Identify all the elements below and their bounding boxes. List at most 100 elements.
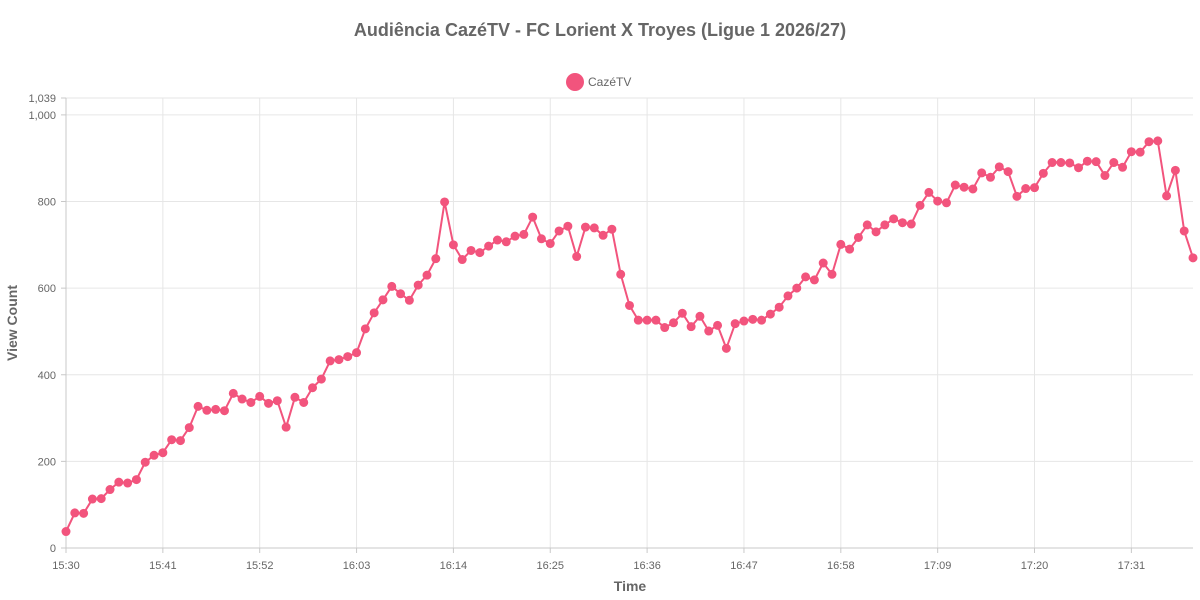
- data-point[interactable]: [801, 272, 811, 282]
- data-point[interactable]: [924, 187, 934, 197]
- data-point[interactable]: [369, 308, 379, 318]
- data-point[interactable]: [308, 383, 318, 393]
- data-point[interactable]: [396, 289, 406, 299]
- data-point[interactable]: [713, 320, 723, 330]
- data-point[interactable]: [272, 396, 282, 406]
- data-point[interactable]: [897, 218, 907, 228]
- data-point[interactable]: [167, 435, 177, 445]
- data-point[interactable]: [211, 404, 221, 414]
- data-point[interactable]: [457, 255, 467, 265]
- data-point[interactable]: [765, 309, 775, 319]
- data-point[interactable]: [536, 234, 546, 244]
- data-point[interactable]: [818, 258, 828, 268]
- data-point[interactable]: [466, 245, 476, 255]
- data-point[interactable]: [202, 405, 212, 415]
- data-point[interactable]: [660, 323, 670, 333]
- data-point[interactable]: [853, 232, 863, 242]
- data-point[interactable]: [1003, 167, 1013, 177]
- data-point[interactable]: [686, 322, 696, 332]
- data-point[interactable]: [123, 478, 133, 488]
- data-point[interactable]: [730, 319, 740, 329]
- data-point[interactable]: [1118, 162, 1128, 172]
- data-point[interactable]: [554, 226, 564, 236]
- data-point[interactable]: [1100, 171, 1110, 181]
- data-point[interactable]: [721, 343, 731, 353]
- data-point[interactable]: [941, 198, 951, 208]
- data-point[interactable]: [783, 291, 793, 301]
- data-point[interactable]: [219, 406, 229, 416]
- data-point[interactable]: [1179, 226, 1189, 236]
- data-point[interactable]: [149, 450, 159, 460]
- data-point[interactable]: [61, 527, 71, 537]
- legend-label-cazetv[interactable]: CazéTV: [588, 75, 631, 89]
- data-point[interactable]: [677, 308, 687, 318]
- data-point[interactable]: [175, 436, 185, 446]
- data-point[interactable]: [1144, 137, 1154, 147]
- data-point[interactable]: [193, 401, 203, 411]
- data-point[interactable]: [1153, 136, 1163, 146]
- data-point[interactable]: [519, 229, 529, 239]
- data-point[interactable]: [1109, 158, 1119, 168]
- data-point[interactable]: [827, 269, 837, 279]
- data-point[interactable]: [1162, 191, 1172, 201]
- data-point[interactable]: [633, 315, 643, 325]
- data-point[interactable]: [1135, 147, 1145, 157]
- data-point[interactable]: [237, 394, 247, 404]
- data-point[interactable]: [845, 244, 855, 254]
- data-point[interactable]: [343, 352, 353, 362]
- data-point[interactable]: [862, 220, 872, 230]
- data-point[interactable]: [475, 248, 485, 258]
- data-point[interactable]: [545, 239, 555, 249]
- data-point[interactable]: [316, 374, 326, 384]
- data-point[interactable]: [950, 180, 960, 190]
- data-point[interactable]: [739, 316, 749, 326]
- legend-marker-cazetv[interactable]: [566, 73, 584, 91]
- data-point[interactable]: [977, 168, 987, 178]
- data-point[interactable]: [1012, 191, 1022, 201]
- data-point[interactable]: [158, 448, 168, 458]
- data-point[interactable]: [563, 221, 573, 231]
- data-point[interactable]: [589, 223, 599, 233]
- data-point[interactable]: [140, 457, 150, 467]
- data-point[interactable]: [642, 315, 652, 325]
- data-point[interactable]: [985, 172, 995, 182]
- data-point[interactable]: [959, 182, 969, 192]
- data-point[interactable]: [669, 318, 679, 328]
- data-point[interactable]: [70, 508, 80, 518]
- data-point[interactable]: [378, 295, 388, 305]
- data-point[interactable]: [387, 281, 397, 291]
- data-point[interactable]: [598, 230, 608, 240]
- data-point[interactable]: [352, 348, 362, 358]
- data-point[interactable]: [994, 162, 1004, 172]
- data-point[interactable]: [131, 475, 141, 485]
- data-point[interactable]: [404, 295, 414, 305]
- data-point[interactable]: [1047, 158, 1057, 168]
- data-point[interactable]: [1082, 156, 1092, 166]
- data-point[interactable]: [264, 398, 274, 408]
- data-point[interactable]: [96, 494, 106, 504]
- data-point[interactable]: [360, 324, 370, 334]
- data-point[interactable]: [607, 224, 617, 234]
- data-point[interactable]: [255, 391, 265, 401]
- data-point[interactable]: [704, 326, 714, 336]
- data-point[interactable]: [510, 231, 520, 241]
- data-point[interactable]: [440, 197, 450, 207]
- data-point[interactable]: [492, 235, 502, 245]
- data-point[interactable]: [580, 222, 590, 232]
- data-point[interactable]: [757, 315, 767, 325]
- data-point[interactable]: [422, 270, 432, 280]
- data-point[interactable]: [79, 508, 89, 518]
- data-point[interactable]: [616, 269, 626, 279]
- data-point[interactable]: [968, 184, 978, 194]
- data-point[interactable]: [889, 214, 899, 224]
- data-point[interactable]: [572, 252, 582, 262]
- data-point[interactable]: [528, 212, 538, 222]
- data-point[interactable]: [748, 314, 758, 324]
- data-point[interactable]: [87, 494, 97, 504]
- data-point[interactable]: [933, 196, 943, 206]
- data-point[interactable]: [281, 422, 291, 432]
- data-point[interactable]: [114, 477, 124, 487]
- data-point[interactable]: [792, 283, 802, 293]
- data-point[interactable]: [1170, 165, 1180, 175]
- data-point[interactable]: [1188, 253, 1198, 263]
